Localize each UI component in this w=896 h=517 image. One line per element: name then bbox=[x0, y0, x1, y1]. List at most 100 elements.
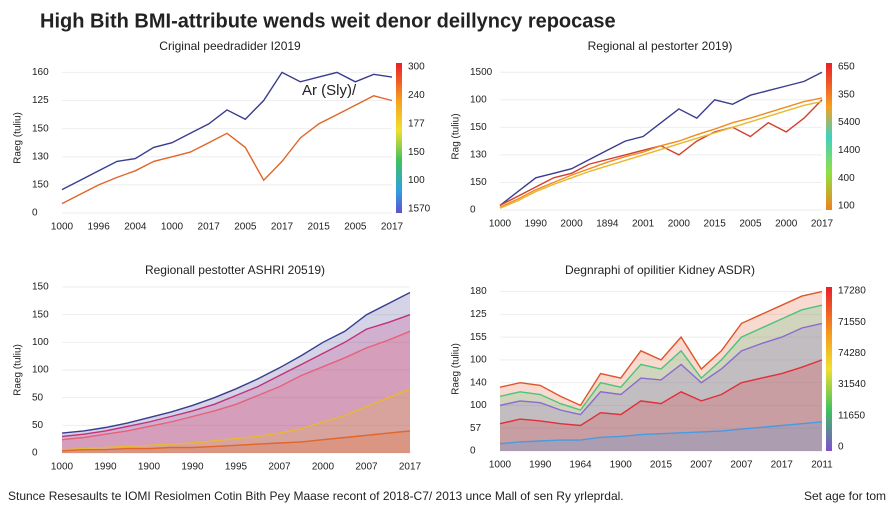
colorbar-label: 74280 bbox=[838, 348, 866, 359]
line bbox=[499, 71, 823, 206]
colorbar-label: 71550 bbox=[838, 317, 866, 328]
y-tick-label: 130 bbox=[470, 150, 487, 161]
chart-title: Criginal peedradider I2019 bbox=[159, 39, 301, 53]
x-tick-label: 1990 bbox=[529, 460, 552, 471]
area bbox=[62, 430, 410, 453]
y-tick-label: 0 bbox=[470, 205, 476, 216]
y-tick-label: 100 bbox=[470, 355, 487, 366]
x-tick-label: 2015 bbox=[308, 222, 331, 233]
y-tick-label: 0 bbox=[32, 208, 38, 219]
x-tick-label: 2011 bbox=[811, 460, 833, 471]
area bbox=[500, 291, 822, 451]
x-tick-label: 2004 bbox=[124, 222, 147, 233]
y-tick-label: 100 bbox=[32, 365, 49, 376]
y-tick-label: 125 bbox=[32, 95, 49, 106]
y-tick-label: 0 bbox=[470, 446, 476, 457]
x-tick-label: 2015 bbox=[650, 460, 673, 471]
line bbox=[499, 100, 823, 209]
x-tick-label: 2001 bbox=[632, 219, 655, 230]
y-tick-label: 50 bbox=[32, 420, 44, 431]
y-tick-label: 140 bbox=[470, 377, 487, 388]
y-axis-label: Raeg (tuliu) bbox=[451, 343, 462, 395]
colorbar-label: 31540 bbox=[838, 379, 866, 390]
x-tick-label: 2007 bbox=[355, 462, 378, 473]
x-tick-label: 2017 bbox=[771, 460, 794, 471]
chart-title: Regionall pestotter ASHRI 20519) bbox=[145, 263, 325, 277]
x-tick-label: 2017 bbox=[811, 219, 834, 230]
x-tick-label: 1990 bbox=[181, 462, 204, 473]
line bbox=[499, 99, 823, 207]
area bbox=[500, 421, 822, 451]
colorbar-label: 17280 bbox=[838, 286, 866, 297]
x-tick-label: 1964 bbox=[569, 460, 592, 471]
line bbox=[499, 97, 823, 208]
x-tick-label: 2005 bbox=[234, 222, 257, 233]
x-tick-label: 2017 bbox=[271, 222, 294, 233]
y-tick-label: 180 bbox=[470, 286, 487, 297]
area bbox=[62, 388, 410, 453]
y-tick-label: 125 bbox=[470, 309, 487, 320]
x-tick-label: 1894 bbox=[596, 219, 619, 230]
line bbox=[61, 95, 393, 205]
x-tick-label: 2000 bbox=[668, 219, 691, 230]
line bbox=[61, 388, 411, 451]
colorbar bbox=[826, 287, 832, 451]
colorbar-label: 100 bbox=[838, 201, 855, 212]
colorbar-label: 300 bbox=[408, 62, 425, 73]
x-tick-label: 1000 bbox=[51, 462, 74, 473]
y-axis-label: Raeg (tuliu) bbox=[13, 344, 24, 396]
x-tick-label: 2000 bbox=[560, 219, 583, 230]
colorbar bbox=[396, 63, 402, 213]
colorbar-label: 240 bbox=[408, 90, 425, 101]
colorbar-label: 177 bbox=[408, 118, 425, 129]
y-axis-label: Rag (tuliu) bbox=[451, 113, 462, 159]
colorbar-label: 11650 bbox=[838, 410, 866, 421]
y-tick-label: 150 bbox=[32, 180, 49, 191]
x-tick-label: 2017 bbox=[381, 222, 404, 233]
y-tick-label: 1500 bbox=[470, 67, 493, 78]
colorbar-label: 350 bbox=[838, 89, 855, 100]
y-tick-label: 150 bbox=[470, 122, 487, 133]
colorbar-label: 400 bbox=[838, 173, 855, 184]
annotation: Ar (Sly)/ bbox=[302, 82, 357, 99]
y-tick-label: 100 bbox=[32, 337, 49, 348]
y-axis-label: Raeg (tuliu) bbox=[13, 112, 24, 164]
area bbox=[500, 323, 822, 451]
x-tick-label: 1996 bbox=[88, 222, 111, 233]
x-tick-label: 2015 bbox=[704, 219, 727, 230]
x-tick-label: 2007 bbox=[268, 462, 291, 473]
x-tick-label: 2005 bbox=[739, 219, 762, 230]
line bbox=[499, 322, 823, 416]
line bbox=[61, 314, 411, 438]
y-tick-label: 57 bbox=[470, 423, 482, 434]
line bbox=[499, 421, 823, 445]
colorbar-label: 1400 bbox=[838, 145, 861, 156]
x-tick-label: 1000 bbox=[489, 460, 512, 471]
x-tick-label: 1900 bbox=[138, 462, 161, 473]
line bbox=[61, 71, 393, 191]
y-tick-label: 160 bbox=[32, 67, 49, 78]
x-tick-label: 2007 bbox=[730, 460, 753, 471]
y-tick-label: 50 bbox=[32, 392, 44, 403]
y-tick-label: 150 bbox=[32, 309, 49, 320]
area bbox=[500, 359, 822, 451]
colorbar-label: 5400 bbox=[838, 117, 861, 128]
line bbox=[499, 359, 823, 427]
y-tick-label: 100 bbox=[470, 94, 487, 105]
x-tick-label: 1000 bbox=[489, 219, 512, 230]
x-tick-label: 1990 bbox=[94, 462, 117, 473]
chart-title: Degnraphi of opilitier Kidney ASDR) bbox=[565, 263, 755, 277]
area bbox=[62, 314, 410, 453]
x-tick-label: 1900 bbox=[610, 460, 633, 471]
x-tick-label: 1000 bbox=[161, 222, 184, 233]
x-tick-label: 2000 bbox=[775, 219, 798, 230]
page-title: High Bith BMI-attribute wends weit denor… bbox=[40, 10, 616, 32]
x-tick-label: 1990 bbox=[525, 219, 548, 230]
colorbar bbox=[826, 63, 832, 210]
x-tick-label: 2007 bbox=[690, 460, 713, 471]
colorbar-label: 650 bbox=[838, 62, 855, 73]
x-tick-label: 2000 bbox=[312, 462, 335, 473]
y-tick-label: 150 bbox=[32, 282, 49, 293]
y-tick-label: 150 bbox=[470, 177, 487, 188]
